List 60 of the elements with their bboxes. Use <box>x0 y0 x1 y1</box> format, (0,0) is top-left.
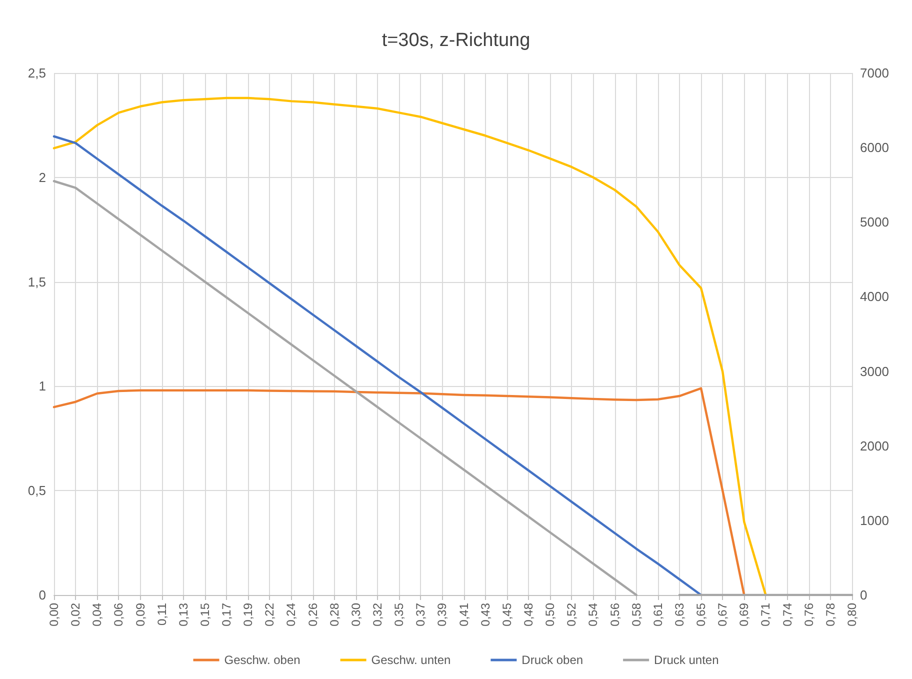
x-tick-label: 0,48 <box>521 602 536 626</box>
y2-tick-label: 2000 <box>860 438 889 454</box>
line-series <box>52 135 702 596</box>
legend-label: Geschw. oben <box>224 653 300 667</box>
legend-label: Druck oben <box>522 653 584 667</box>
x-tick-label: 0,17 <box>220 602 234 626</box>
y-tick-label: 1,5 <box>28 274 46 290</box>
x-tick-label: 0,04 <box>90 602 104 626</box>
x-tick-label: 0,43 <box>478 602 492 626</box>
x-tick-label: 0,45 <box>500 602 514 626</box>
y2-tick-label: 6000 <box>860 140 889 156</box>
line-series <box>52 96 767 596</box>
y-tick-label: 2,5 <box>28 66 46 80</box>
x-tick-label: 0,69 <box>737 602 752 626</box>
x-tick-label: 0,30 <box>348 602 363 626</box>
legend-label: Druck unten <box>654 653 719 667</box>
y2-tick-label: 5000 <box>860 214 889 230</box>
x-tick-label: 0,09 <box>133 602 148 626</box>
x-tick-label: 0,61 <box>650 602 665 626</box>
legend-label: Geschw. unten <box>371 653 451 667</box>
x-tick-label: 0,37 <box>414 602 428 626</box>
y2-tick-label: 4000 <box>860 289 889 304</box>
x-tick-label: 0,67 <box>716 602 730 626</box>
x-tick-label: 0,28 <box>327 602 342 626</box>
x-tick-label: 0,22 <box>262 602 277 626</box>
y2-tick-label: 0 <box>860 588 868 602</box>
y-tick-label: 1 <box>38 378 46 394</box>
x-tick-label: 0,00 <box>47 602 61 626</box>
x-tick-label: 0,24 <box>284 602 298 626</box>
x-tick-label: 0,71 <box>758 602 773 626</box>
chart-title: t=30s, z-Richtung <box>382 30 530 51</box>
y2-tick-label: 3000 <box>860 364 889 379</box>
x-tick-label: 0,80 <box>845 602 859 626</box>
x-tick-label: 0,54 <box>586 602 600 626</box>
x-tick-label: 0,74 <box>780 602 794 626</box>
x-tick-label: 0,65 <box>694 602 708 626</box>
x-tick-label: 0,78 <box>823 602 838 626</box>
x-tick-label: 0,19 <box>241 602 256 626</box>
x-tick-label: 0,39 <box>435 602 450 626</box>
x-tick-label: 0,76 <box>802 602 816 626</box>
x-tick-label: 0,50 <box>543 602 558 626</box>
y-tick-label: 0 <box>38 588 46 602</box>
x-tick-label: 0,58 <box>629 602 644 626</box>
x-tick-label: 0,56 <box>608 602 622 626</box>
y-tick-label: 0,5 <box>28 483 46 498</box>
x-tick-label: 0,52 <box>564 602 579 626</box>
x-tick-label: 0,06 <box>112 602 126 626</box>
x-tick-label: 0,11 <box>154 602 169 626</box>
x-tick-label: 0,13 <box>176 602 190 626</box>
x-tick-label: 0,32 <box>370 602 385 626</box>
x-tick-label: 0,63 <box>672 602 686 626</box>
x-tick-label: 0,41 <box>456 602 471 626</box>
x-tick-label: 0,15 <box>198 602 212 626</box>
x-tick-label: 0,35 <box>392 602 406 626</box>
x-tick-label: 0,26 <box>306 602 320 626</box>
y2-tick-label: 1000 <box>860 512 889 528</box>
line-series <box>52 387 746 596</box>
x-tick-label: 0,02 <box>68 602 83 626</box>
y2-tick-label: 7000 <box>860 66 889 80</box>
y-tick-label: 2 <box>38 170 46 185</box>
